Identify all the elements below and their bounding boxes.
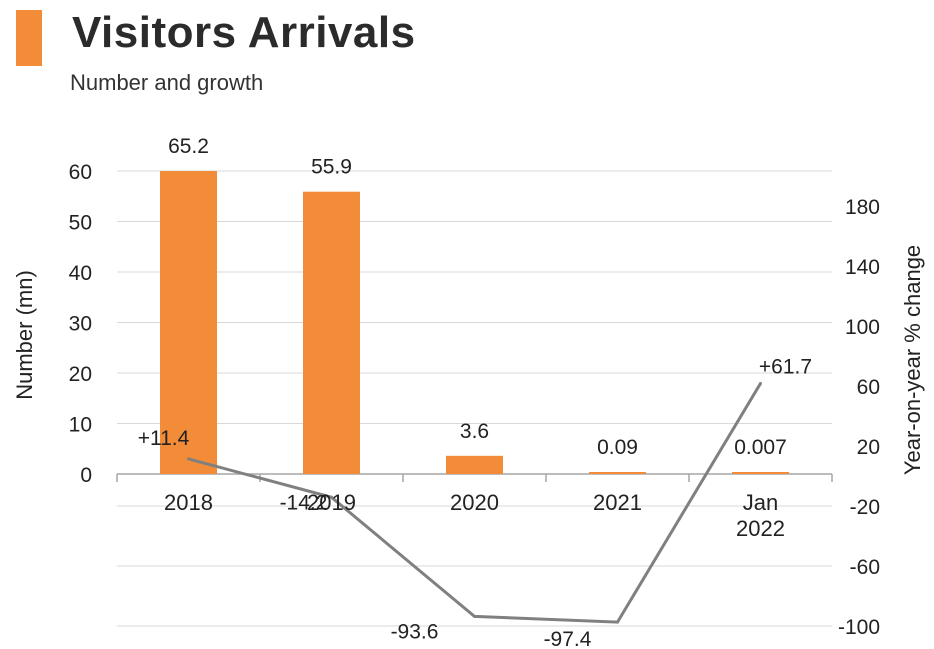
- x-tick-label: 2021: [593, 490, 642, 515]
- line-value-label: -97.4: [544, 628, 592, 649]
- right-tick-label: -20: [850, 496, 880, 519]
- x-tick-label: 2020: [450, 490, 499, 515]
- line-point: [473, 614, 476, 618]
- x-tick-label: Jan: [743, 490, 778, 515]
- line-value-label: -14.2: [280, 491, 328, 514]
- bar-value-label: 0.09: [597, 436, 638, 459]
- left-tick-label: 50: [69, 212, 92, 235]
- line-point: [187, 457, 190, 461]
- x-tick-label: 2018: [164, 490, 213, 515]
- bar: [303, 191, 360, 474]
- bar-value-label: 0.007: [734, 436, 787, 459]
- left-tick-label: 0: [80, 464, 92, 487]
- x-tick-label: 2019: [307, 490, 356, 515]
- right-tick-label: 180: [845, 196, 880, 219]
- bar-value-label: 65.2: [168, 135, 209, 158]
- bar: [589, 472, 646, 474]
- bar: [732, 472, 789, 474]
- left-axis-title: Number (mn): [12, 270, 37, 400]
- right-tick-label: -100: [838, 616, 880, 639]
- title-accent-bar: [16, 10, 42, 66]
- left-tick-label: 40: [69, 262, 92, 285]
- left-tick-label: 20: [69, 363, 92, 386]
- line-value-label: +11.4: [138, 427, 190, 450]
- bar: [446, 455, 503, 474]
- bar: [160, 171, 217, 474]
- chart-title: Visitors Arrivals: [72, 8, 416, 57]
- left-tick-label: 30: [69, 313, 92, 336]
- line-value-label: +61.7: [759, 355, 812, 378]
- x-tick-label: 2022: [736, 516, 785, 541]
- left-tick-label: 10: [69, 414, 92, 437]
- right-tick-label: -60: [850, 556, 880, 579]
- line-point: [616, 620, 619, 624]
- left-tick-label: 60: [69, 161, 92, 184]
- chart-subtitle: Number and growth: [70, 70, 264, 95]
- line-point: [759, 381, 762, 385]
- bar-value-label: 3.6: [460, 420, 489, 443]
- bar-value-label: 55.9: [311, 156, 352, 179]
- right-tick-label: 140: [845, 256, 880, 279]
- line-value-label: -93.6: [391, 620, 439, 643]
- line-point: [330, 495, 333, 499]
- right-axis-title: Year-on-year % change: [900, 245, 925, 475]
- right-tick-label: 20: [857, 436, 880, 459]
- right-tick-label: 100: [845, 316, 880, 339]
- right-tick-label: 60: [857, 376, 880, 399]
